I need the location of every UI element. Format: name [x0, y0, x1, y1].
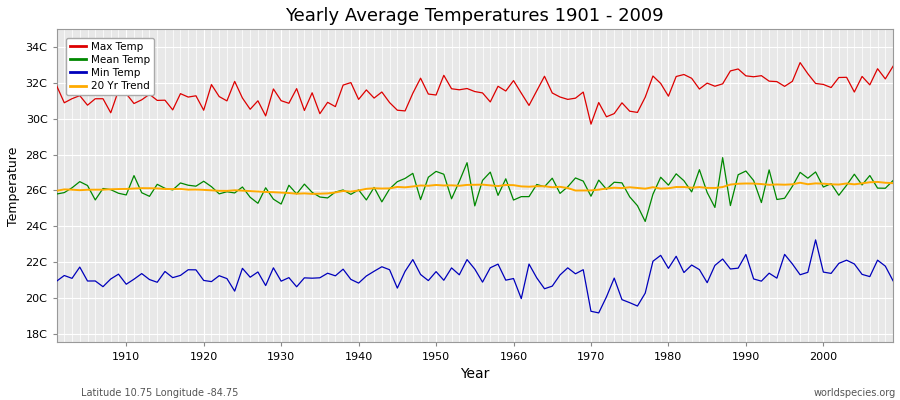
Legend: Max Temp, Mean Temp, Min Temp, 20 Yr Trend: Max Temp, Mean Temp, Min Temp, 20 Yr Tre… [66, 38, 154, 95]
Text: Latitude 10.75 Longitude -84.75: Latitude 10.75 Longitude -84.75 [81, 388, 239, 398]
X-axis label: Year: Year [460, 367, 490, 381]
Text: worldspecies.org: worldspecies.org [814, 388, 896, 398]
Title: Yearly Average Temperatures 1901 - 2009: Yearly Average Temperatures 1901 - 2009 [285, 7, 664, 25]
Y-axis label: Temperature: Temperature [7, 146, 20, 226]
